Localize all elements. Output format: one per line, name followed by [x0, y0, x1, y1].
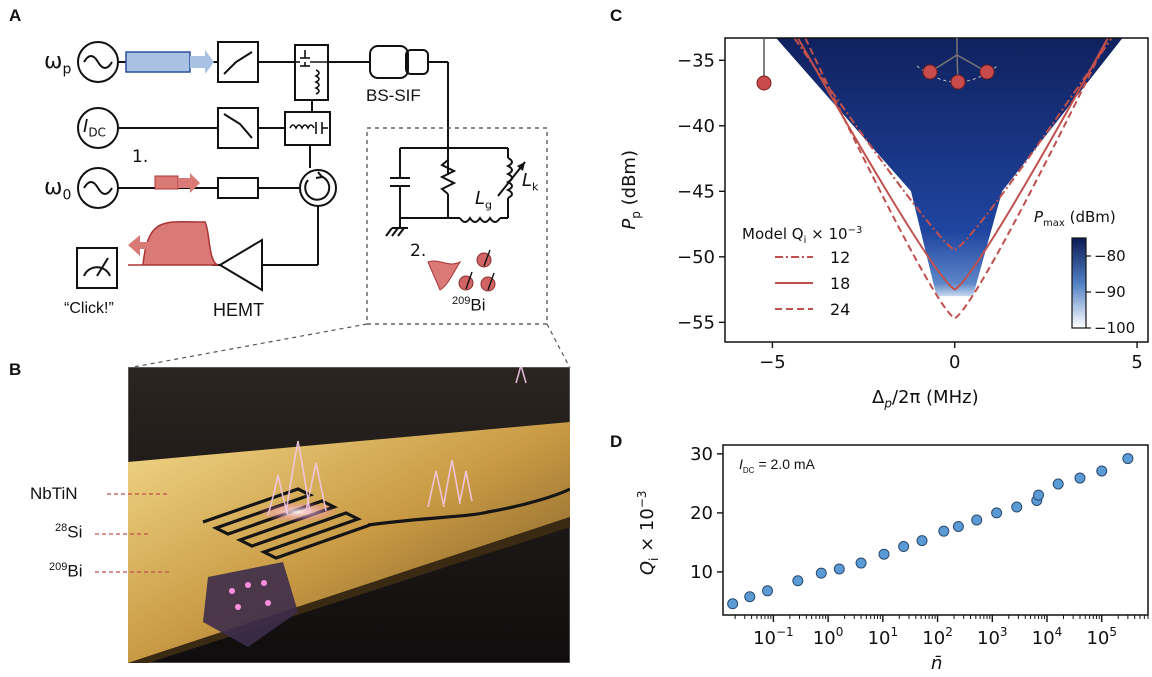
- x-tick-label: 102: [922, 625, 953, 649]
- y-tick-label: −55: [677, 312, 715, 333]
- pendulum-bob: [950, 74, 966, 90]
- echo-signal: [128, 220, 219, 266]
- data-point: [833, 563, 845, 575]
- y-tick-label: 30: [690, 444, 713, 465]
- zoom-lines: [127, 323, 571, 369]
- data-point: [1011, 501, 1023, 513]
- label-bismuth: 209Bi: [452, 295, 486, 315]
- circuit-schematic: [76, 41, 548, 325]
- colorbar-tick-label: −80: [1094, 247, 1126, 265]
- heatmap-region: [776, 38, 1123, 297]
- chart-d-ylabel: Qi × 10−3: [635, 490, 661, 576]
- label-step-1: 1.: [132, 147, 149, 167]
- device-label-si: 28Si: [55, 522, 83, 542]
- data-point: [761, 585, 773, 597]
- data-point: [1033, 489, 1045, 501]
- data-point: [1096, 465, 1108, 477]
- colorbar-tick-label: −90: [1094, 283, 1126, 301]
- colorbar-tick-label: −100: [1094, 319, 1135, 337]
- device-label-nbtin: NbTiN: [30, 484, 78, 503]
- label-omega-p: ωp: [44, 49, 72, 78]
- data-point: [1122, 453, 1134, 465]
- data-point: [878, 548, 890, 560]
- data-point: [792, 575, 804, 587]
- legend-label-12: 12: [830, 248, 850, 267]
- label-omega-0: ω0: [44, 175, 72, 204]
- panel-label-a: A: [9, 6, 22, 25]
- label-click: “Click!”: [64, 300, 114, 317]
- colorbar: [1071, 237, 1087, 329]
- panel-label-c: C: [610, 6, 623, 25]
- x-tick-label: 5: [1131, 352, 1142, 373]
- data-point: [971, 514, 983, 526]
- x-tick-label: −5: [759, 352, 786, 373]
- x-tick-label: 103: [977, 625, 1008, 649]
- label-idc: IDC: [83, 116, 106, 140]
- chart-c-ylabel: Pp (dBm): [619, 150, 643, 230]
- device-illustration: [128, 367, 570, 663]
- device-label-leaders: [95, 493, 170, 573]
- data-point: [991, 507, 1003, 519]
- bias-tee-bottom-icon: [284, 111, 331, 146]
- x-tick-label: 0: [949, 352, 960, 373]
- data-point: [1052, 478, 1064, 490]
- probe-pulse: [154, 175, 179, 190]
- device-label-bi: 209Bi: [49, 561, 83, 581]
- y-tick-label: 20: [690, 503, 713, 524]
- x-tick-label: 100: [813, 625, 844, 649]
- label-lk: Lk: [522, 170, 539, 194]
- label-bs-sif: BS-SIF: [366, 86, 421, 105]
- pendulum-bob: [756, 75, 772, 91]
- chart-d-xlabel: n̄: [931, 653, 943, 674]
- data-point: [916, 535, 928, 547]
- label-hemt: HEMT: [213, 300, 264, 320]
- y-tick-label: −50: [677, 247, 715, 268]
- label-step-2: 2.: [410, 241, 427, 261]
- label-lg: Lg: [475, 188, 493, 212]
- bias-tee-top-icon: [294, 44, 329, 101]
- model-curve-18: [797, 38, 1109, 291]
- legend-label-24: 24: [830, 300, 850, 319]
- panel-label-d: D: [610, 432, 623, 451]
- panel-label-b: B: [9, 360, 22, 379]
- y-tick-label: −45: [677, 181, 715, 202]
- data-point: [744, 591, 756, 603]
- x-tick-label: 10−1: [753, 625, 794, 649]
- highpass-filter-icon: [217, 41, 259, 83]
- data-point: [898, 541, 910, 553]
- chart-d-scatter: 10−1 100 101 102 103 104 105 10 20 30: [690, 444, 1149, 649]
- y-tick-label: −35: [677, 50, 715, 71]
- x-tick-label: 104: [1032, 625, 1063, 649]
- data-point: [855, 557, 867, 569]
- data-point: [815, 567, 827, 579]
- pump-pulse: [125, 51, 191, 73]
- model-curve-24: [804, 38, 1109, 320]
- chart-c-axes: [724, 37, 1149, 343]
- chart-d-annotation: IDC = 2.0 mA: [739, 456, 815, 475]
- attenuator-icon: [217, 177, 259, 199]
- y-tick-label: −40: [677, 116, 715, 137]
- pendulum-bob: [922, 64, 938, 80]
- model-curve-12: [793, 38, 1113, 252]
- y-tick-label: 10: [690, 562, 713, 583]
- chart-c-legend-title: Model Qi × 10−3: [742, 225, 863, 246]
- legend-label-18: 18: [830, 274, 850, 293]
- data-point: [1074, 472, 1086, 484]
- data-point: [727, 598, 739, 610]
- hemt-amplifier-icon: [218, 238, 263, 292]
- connector-icon: [369, 45, 409, 79]
- x-tick-label: 105: [1086, 625, 1117, 649]
- data-point: [952, 520, 964, 532]
- detector-icon: [76, 247, 118, 289]
- chart-c-xlabel: Δp/2π (MHz): [872, 387, 979, 411]
- x-tick-label: 101: [868, 625, 899, 649]
- pendulum-bob: [979, 64, 995, 80]
- data-point: [938, 525, 950, 537]
- resonator-box: [366, 127, 548, 325]
- chart-c-colorbar-title: Pmax (dBm): [1034, 208, 1116, 229]
